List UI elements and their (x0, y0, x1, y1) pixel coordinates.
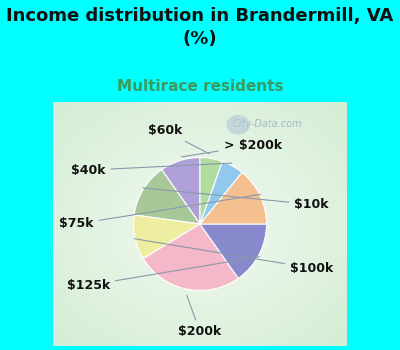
Text: > $200k: > $200k (182, 139, 282, 157)
Text: $125k: $125k (67, 257, 260, 292)
Wedge shape (200, 161, 242, 224)
Circle shape (226, 115, 250, 135)
Text: $10k: $10k (143, 188, 329, 211)
Wedge shape (200, 158, 222, 224)
Wedge shape (134, 170, 200, 224)
Text: Multirace residents: Multirace residents (117, 79, 283, 94)
Text: City-Data.com: City-Data.com (233, 119, 302, 128)
Text: $200k: $200k (178, 295, 222, 338)
Text: Income distribution in Brandermill, VA
(%): Income distribution in Brandermill, VA (… (6, 7, 394, 48)
Wedge shape (200, 224, 266, 278)
Wedge shape (134, 215, 200, 259)
Text: $60k: $60k (148, 124, 210, 154)
Text: $100k: $100k (134, 239, 333, 275)
Wedge shape (162, 158, 200, 224)
Text: $75k: $75k (59, 194, 260, 231)
Wedge shape (143, 224, 238, 290)
Text: $40k: $40k (71, 163, 232, 177)
Wedge shape (200, 173, 266, 224)
